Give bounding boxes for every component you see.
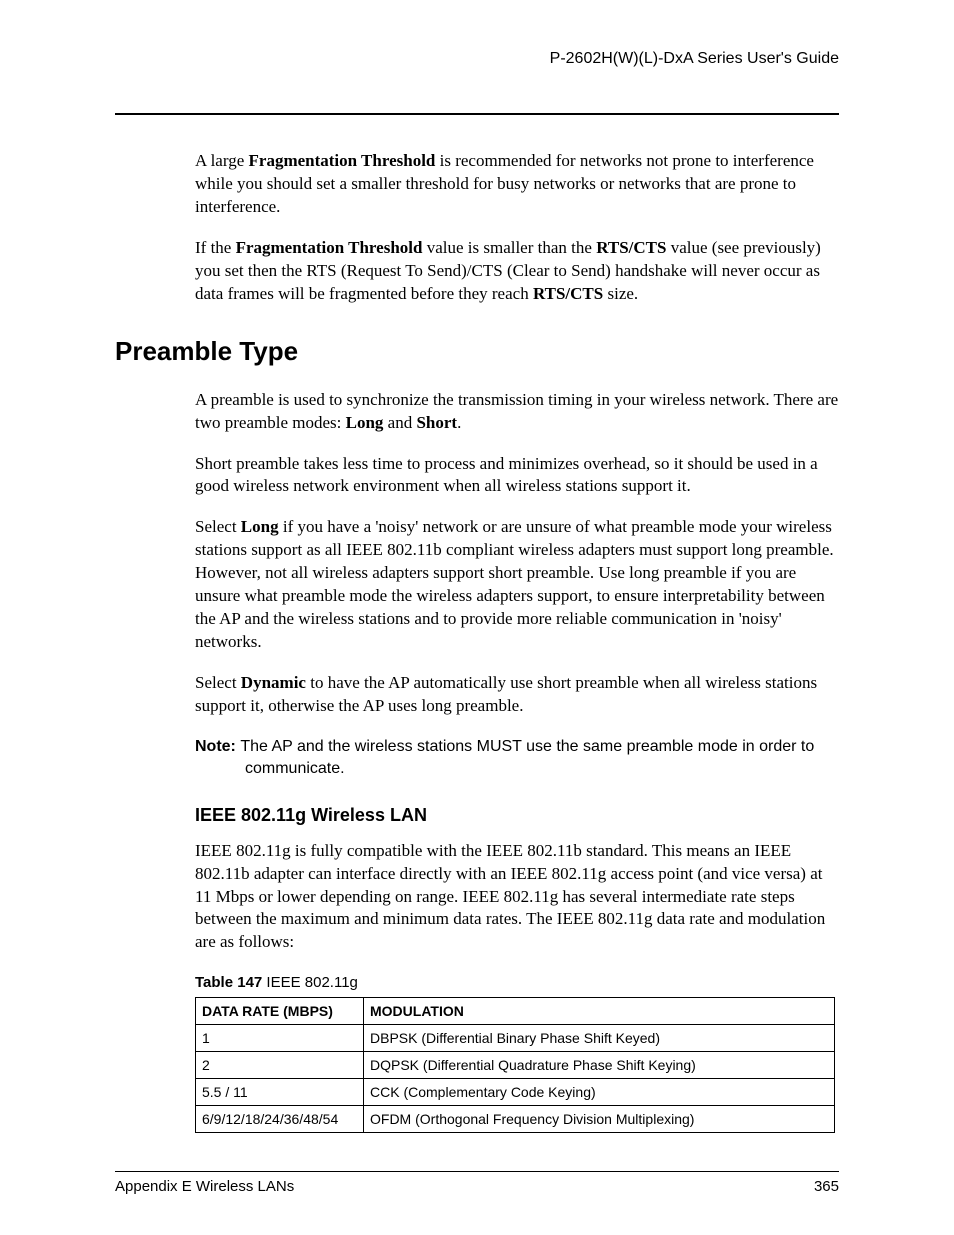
term-rts-cts: RTS/CTS [596, 238, 666, 257]
table-caption: Table 147 IEEE 802.11g [195, 974, 839, 991]
paragraph-frag-threshold-1: A large Fragmentation Threshold is recom… [195, 150, 839, 219]
table-row: 6/9/12/18/24/36/48/54 OFDM (Orthogonal F… [196, 1106, 835, 1133]
text: if you have a 'noisy' network or are uns… [195, 517, 834, 651]
table-row: 5.5 / 11 CCK (Complementary Code Keying) [196, 1079, 835, 1106]
cell-modulation: CCK (Complementary Code Keying) [364, 1079, 835, 1106]
text: size. [603, 284, 638, 303]
page-header: P-2602H(W)(L)-DxA Series User's Guide [115, 50, 839, 78]
paragraph-frag-threshold-2: If the Fragmentation Threshold value is … [195, 237, 839, 306]
heading-preamble-type: Preamble Type [115, 336, 839, 367]
page-number: 365 [814, 1178, 839, 1195]
page-footer: Appendix E Wireless LANs 365 [115, 1171, 839, 1195]
term-fragmentation-threshold: Fragmentation Threshold [236, 238, 423, 257]
preamble-body: A preamble is used to synchronize the tr… [195, 389, 839, 1134]
term-rts-cts: RTS/CTS [533, 284, 603, 303]
note-label: Note: [195, 738, 240, 755]
term-dynamic: Dynamic [241, 673, 306, 692]
term-fragmentation-threshold: Fragmentation Threshold [249, 151, 436, 170]
cell-modulation: DQPSK (Differential Quadrature Phase Shi… [364, 1052, 835, 1079]
table-row: 1 DBPSK (Differential Binary Phase Shift… [196, 1025, 835, 1052]
paragraph-preamble-intro: A preamble is used to synchronize the tr… [195, 389, 839, 435]
body-content: A large Fragmentation Threshold is recom… [195, 150, 839, 306]
paragraph-ieee-80211g: IEEE 802.11g is fully compatible with th… [195, 840, 839, 955]
footer-row: Appendix E Wireless LANs 365 [115, 1178, 839, 1195]
text: and [383, 413, 416, 432]
cell-modulation: OFDM (Orthogonal Frequency Division Mult… [364, 1106, 835, 1133]
col-header-modulation: MODULATION [364, 998, 835, 1025]
page: P-2602H(W)(L)-DxA Series User's Guide A … [0, 0, 954, 1235]
term-short: Short [416, 413, 457, 432]
text: Select [195, 517, 241, 536]
table-ieee-80211g: DATA RATE (MBPS) MODULATION 1 DBPSK (Dif… [195, 997, 835, 1133]
table-name: IEEE 802.11g [262, 974, 358, 991]
cell-data-rate: 2 [196, 1052, 364, 1079]
paragraph-long-preamble: Select Long if you have a 'noisy' networ… [195, 516, 839, 654]
text: If the [195, 238, 236, 257]
term-long: Long [346, 413, 384, 432]
text: Select [195, 673, 241, 692]
heading-ieee-80211g: IEEE 802.11g Wireless LAN [195, 805, 839, 826]
cell-data-rate: 1 [196, 1025, 364, 1052]
footer-divider [115, 1171, 839, 1172]
guide-title: P-2602H(W)(L)-DxA Series User's Guide [550, 50, 839, 67]
cell-data-rate: 5.5 / 11 [196, 1079, 364, 1106]
note-text: The AP and the wireless stations MUST us… [240, 738, 814, 777]
note-preamble-mode: Note: The AP and the wireless stations M… [195, 736, 839, 781]
cell-modulation: DBPSK (Differential Binary Phase Shift K… [364, 1025, 835, 1052]
text: A preamble is used to synchronize the tr… [195, 390, 838, 432]
paragraph-short-preamble: Short preamble takes less time to proces… [195, 453, 839, 499]
table-header-row: DATA RATE (MBPS) MODULATION [196, 998, 835, 1025]
text: A large [195, 151, 249, 170]
term-long: Long [241, 517, 279, 536]
table-row: 2 DQPSK (Differential Quadrature Phase S… [196, 1052, 835, 1079]
table-number: Table 147 [195, 974, 262, 991]
paragraph-dynamic-preamble: Select Dynamic to have the AP automatica… [195, 672, 839, 718]
footer-section-title: Appendix E Wireless LANs [115, 1178, 294, 1195]
text: . [457, 413, 461, 432]
cell-data-rate: 6/9/12/18/24/36/48/54 [196, 1106, 364, 1133]
col-header-data-rate: DATA RATE (MBPS) [196, 998, 364, 1025]
text: value is smaller than the [422, 238, 596, 257]
